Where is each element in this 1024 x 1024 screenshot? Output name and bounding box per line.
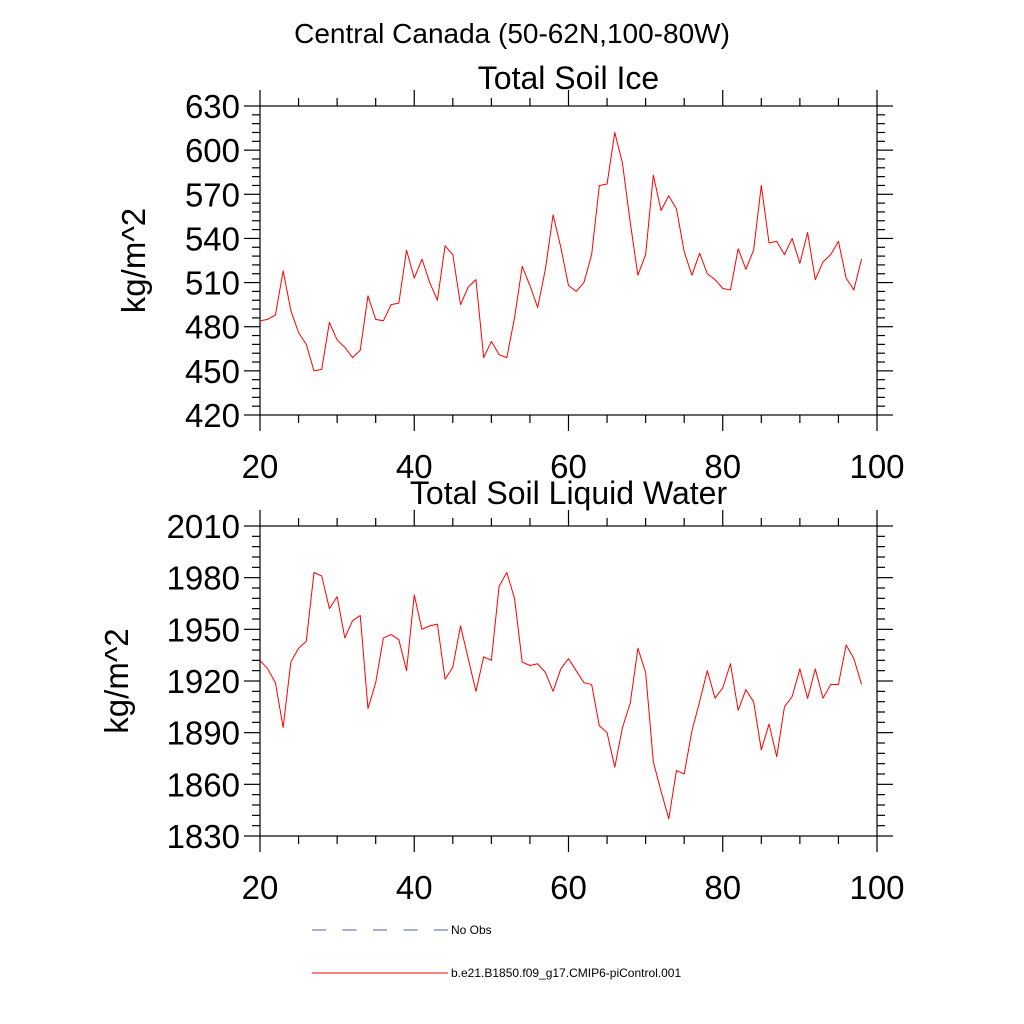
y-tick-label: 600 (185, 132, 240, 169)
y-tick-label: 510 (185, 265, 240, 302)
panel-title: Total Soil Liquid Water (410, 475, 728, 511)
plot-frame (259, 525, 878, 837)
legend-label-picontrol: b.e21.B1850.f09_g17.CMIP6-piControl.001 (451, 966, 681, 980)
panel-total-soil-liquid-water: Total Soil Liquid Water 1830 1860 1890 1920 1… (98, 475, 905, 906)
y-tick-label: 1950 (167, 611, 240, 648)
y-axis-label: kg/m^2 (98, 628, 135, 733)
x-tick-label: 20 (242, 448, 279, 485)
x-tick-label: 40 (396, 869, 433, 906)
x-tick-label: 100 (849, 448, 904, 485)
series-line (259, 572, 863, 820)
figure-title: Central Canada (50-62N,100-80W) (294, 18, 730, 49)
x-tick-label: 40 (396, 448, 433, 485)
y-tick-label: 630 (185, 88, 240, 125)
x-tick-label: 80 (704, 869, 741, 906)
y-tick-label: 540 (185, 220, 240, 257)
x-tick-label: 60 (550, 448, 587, 485)
x-tick-label: 20 (242, 869, 279, 906)
series-line (259, 131, 863, 372)
y-tick-label: 1980 (167, 560, 240, 597)
y-tick-label: 420 (185, 397, 240, 434)
y-tick-label: 1830 (167, 818, 240, 855)
y-tick-label: 450 (185, 353, 240, 390)
panel-total-soil-ice: Total Soil Ice42045048051054057060063020… (115, 60, 905, 485)
x-tick-label: 100 (849, 869, 904, 906)
y-axis-label: kg/m^2 (115, 208, 152, 313)
y-tick-label: 2010 (167, 508, 240, 545)
legend: No Obs b.e21.B1850.f09_g17.CMIP6-piContr… (312, 923, 681, 980)
y-tick-label: 1920 (167, 663, 240, 700)
plot-frame (259, 105, 878, 416)
x-tick-label: 60 (550, 869, 587, 906)
y-tick-label: 1860 (167, 766, 240, 803)
y-tick-label: 570 (185, 176, 240, 213)
legend-label-no-obs: No Obs (451, 923, 492, 937)
y-tick-label: 1890 (167, 715, 240, 752)
x-tick-label: 80 (704, 448, 741, 485)
y-tick-label: 480 (185, 309, 240, 346)
